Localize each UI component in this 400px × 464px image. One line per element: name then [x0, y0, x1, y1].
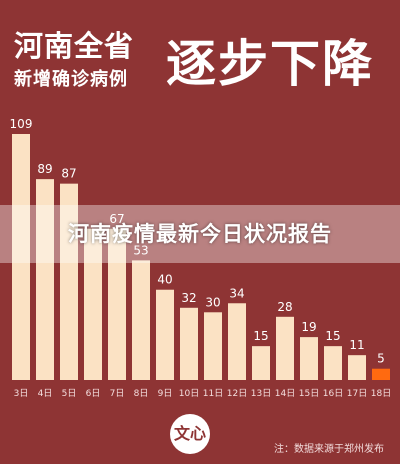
bar-15日	[300, 337, 318, 380]
category-label: 8日	[134, 388, 149, 399]
value-label: 5	[377, 352, 385, 366]
category-label: 9日	[158, 388, 173, 399]
bar-17日	[348, 355, 366, 380]
source-note: 注：数据来源于郑州发布	[274, 444, 384, 455]
category-label: 15日	[299, 388, 319, 399]
bar-8日	[132, 260, 150, 380]
value-label: 15	[253, 329, 268, 343]
category-label: 5日	[62, 388, 77, 399]
value-label: 19	[301, 320, 316, 334]
title-line-2: 新增确诊病例	[14, 69, 128, 90]
bar-12日	[228, 303, 246, 380]
category-label: 13日	[251, 388, 271, 399]
category-label: 11日	[203, 388, 223, 399]
category-label: 6日	[86, 388, 101, 399]
category-label: 12日	[227, 388, 247, 399]
bar-18日	[372, 368, 390, 380]
logo: 文心	[170, 414, 210, 454]
bar-10日	[180, 307, 198, 380]
banner-title: 河南疫情最新今日状况报告	[68, 222, 332, 246]
bar-6日	[84, 228, 102, 380]
value-label: 40	[157, 273, 172, 287]
value-label: 109	[10, 117, 33, 131]
category-label: 18日	[371, 388, 391, 399]
value-label: 11	[349, 338, 364, 352]
value-label: 67	[109, 212, 124, 226]
bar-14日	[276, 316, 294, 380]
value-label: 89	[37, 162, 52, 176]
headline: 逐步下降	[166, 35, 374, 93]
category-label: 17日	[347, 388, 367, 399]
bar-16日	[324, 346, 342, 380]
category-label: 7日	[110, 388, 125, 399]
category-label: 14日	[275, 388, 295, 399]
value-label: 34	[229, 286, 244, 300]
bar-11日	[204, 312, 222, 380]
title-line-1: 河南全省	[14, 29, 135, 63]
value-label: 32	[181, 291, 196, 305]
bar-3日	[12, 134, 30, 380]
bar-chart: 109 3日 89 4日 87 5日 6日 67 7日 53 8日 40 9日 32 10日 30 11日 34 1…	[10, 117, 392, 399]
value-label: 53	[133, 243, 148, 257]
bar-5日	[60, 183, 78, 380]
bar-4日	[36, 179, 54, 380]
category-label: 4日	[38, 388, 53, 399]
bar-7日	[108, 228, 126, 380]
bar-13日	[252, 346, 270, 380]
value-label: 15	[325, 329, 340, 343]
category-label: 16日	[323, 388, 343, 399]
value-label: 87	[61, 167, 76, 181]
value-label: 30	[205, 295, 220, 309]
title-block: 河南全省 新增确诊病例	[14, 30, 134, 92]
value-label: 28	[277, 300, 292, 314]
category-label: 10日	[179, 388, 199, 399]
category-label: 3日	[14, 388, 29, 399]
bar-9日	[156, 289, 174, 380]
banner-overlay	[0, 205, 400, 263]
